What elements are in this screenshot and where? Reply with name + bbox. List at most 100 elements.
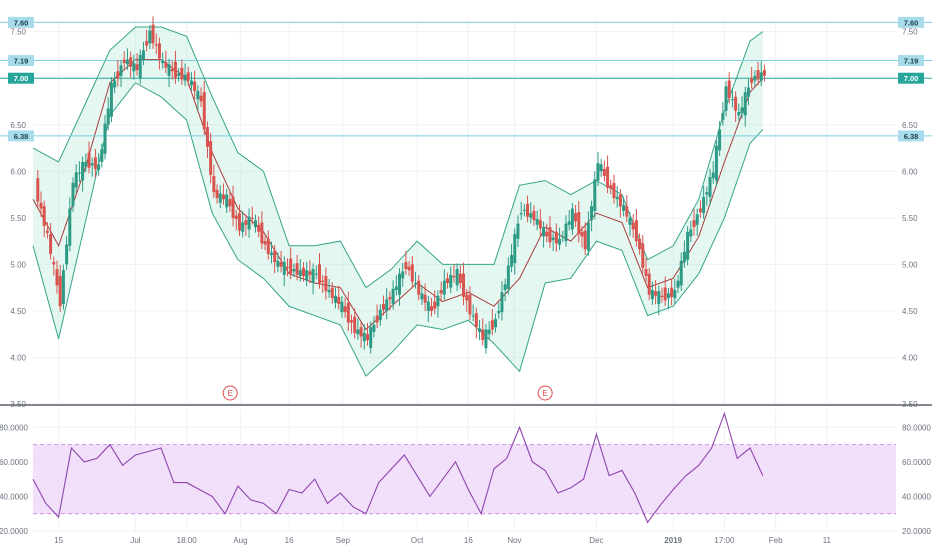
candle-body (558, 238, 562, 245)
candle-body (388, 296, 392, 300)
rsi-series (32, 411, 764, 524)
candle-body (292, 269, 296, 272)
candle-body (237, 213, 241, 231)
price-grid (33, 20, 896, 405)
time-tick-label: Dec (589, 536, 603, 545)
candle-body (49, 234, 53, 254)
rsi-band-fill (33, 444, 896, 514)
candle-body (660, 295, 664, 297)
candle-body (263, 241, 267, 245)
candle-body (734, 96, 738, 111)
candle-body (129, 57, 133, 67)
candle-body (36, 178, 40, 202)
candle-body (84, 161, 88, 167)
time-axis[interactable]: 15 Jul 18:00 Aug 16 Sep Oct 16 Nov Dec 2019 17:00 Fe… (54, 536, 831, 545)
price-axis[interactable]: 3.50 3.50 4.00 4.00 4.50 4.50 5.00 5.00 5.50 5.50… (10, 28, 918, 409)
candle-body (673, 289, 677, 299)
candle-body (730, 99, 734, 101)
candle-body (574, 213, 578, 222)
price-tick-label-left: 6.00 (10, 167, 26, 176)
candle-body (141, 50, 145, 60)
candle-body (167, 64, 171, 76)
candle-body (74, 172, 78, 188)
candle-body (180, 67, 184, 80)
candle-body (468, 294, 472, 315)
rsi-axis[interactable]: 20.0000 20.0000 40.0000 40.0000 60.0000 60.00… (0, 423, 931, 536)
candle-body (378, 309, 382, 321)
candle-body (580, 231, 584, 237)
candle-body (487, 329, 491, 335)
candle-body (273, 250, 277, 263)
candle-body (106, 108, 110, 125)
candle-body (727, 80, 731, 98)
candle-body (410, 264, 414, 282)
candle-body (113, 80, 117, 88)
candle-body (189, 80, 193, 86)
candle-body (711, 172, 715, 179)
candle-body (266, 238, 270, 254)
candle-body (490, 320, 494, 330)
candle-body (209, 141, 213, 175)
candle-body (366, 334, 370, 341)
candle-body (87, 152, 91, 168)
candle-body (285, 266, 289, 268)
candle-body (359, 327, 363, 337)
candle-body (353, 316, 357, 334)
price-tick-label-left: 3.50 (10, 400, 26, 409)
candle-body (177, 73, 181, 76)
candle-body (65, 244, 69, 265)
candle-body (282, 262, 286, 275)
candle-body (215, 189, 219, 199)
moving-average-line (32, 59, 764, 331)
candle-body (561, 236, 565, 238)
candle-body (317, 264, 321, 283)
candle-body (551, 237, 555, 240)
candle-body (109, 82, 113, 117)
candle-body (362, 333, 366, 342)
bollinger-bands (32, 26, 764, 377)
candle-body (68, 208, 72, 246)
candle-body (484, 329, 488, 349)
earnings-event-marker[interactable] (222, 385, 238, 401)
candle-body (609, 185, 613, 189)
candle-body (602, 168, 606, 176)
price-tick-label-right: 7.50 (902, 28, 918, 37)
candle-body (423, 294, 427, 303)
candle-body (564, 223, 568, 242)
earnings-event-marker[interactable] (537, 385, 553, 401)
candle-body (705, 192, 709, 195)
rsi-tick-label-left: 20.0000 (0, 527, 29, 536)
candle-body (212, 175, 216, 193)
candle-body (692, 220, 696, 228)
candle-body (372, 324, 376, 332)
candle-body (599, 164, 603, 172)
candle-body (260, 222, 264, 244)
candle-body (500, 292, 504, 313)
candle-body (196, 91, 200, 100)
candle-body (535, 218, 539, 225)
price-level-tag-left (8, 72, 34, 84)
price-level-tags: 7.60 7.60 7.19 7.19 7.00 7.00 6.38 6.38 (8, 16, 924, 142)
candle-body (205, 127, 209, 147)
candle-body (321, 280, 325, 282)
candle-body (529, 213, 533, 218)
candle-body (577, 212, 581, 235)
time-tick-label: 15 (54, 536, 63, 545)
candle-body (567, 221, 571, 225)
candle-body (686, 231, 690, 260)
candle-body (324, 276, 328, 292)
candle-body (631, 222, 635, 230)
price-level-tag-left-text: 7.60 (14, 18, 29, 27)
candle-body (122, 59, 126, 64)
time-tick-label: Feb (769, 536, 783, 545)
candle-body (465, 294, 469, 301)
candle-body (161, 60, 165, 64)
candle-body (718, 129, 722, 151)
candle-body (93, 157, 97, 169)
price-level-tag-left-text: 7.19 (14, 57, 29, 66)
candle-body (228, 199, 232, 207)
price-level-tag-right-text: 7.00 (904, 74, 919, 83)
candle-body (670, 287, 674, 297)
price-tick-label-right: 6.50 (902, 121, 918, 130)
